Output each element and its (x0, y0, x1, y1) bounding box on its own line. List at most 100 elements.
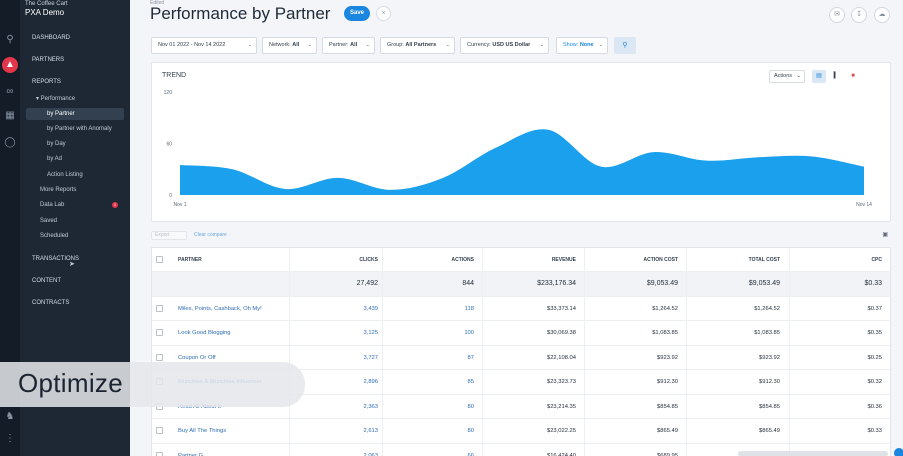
stacked-bar-icon[interactable]: ■ (851, 73, 855, 79)
edited-eyebrow: Edited (150, 0, 165, 6)
show-filter[interactable]: Show: None ⌄ (556, 37, 608, 54)
network-filter[interactable]: Network: All ⌄ (262, 37, 317, 54)
nav-by-day[interactable]: by Day (47, 141, 66, 147)
actions-label: Actions (774, 73, 793, 79)
account-name[interactable]: PXA Demo (25, 8, 65, 17)
trend-card: TREND Actions ⌄ ▤ ▍ ■ 0 60 120 Nov 1 Nov 14 (151, 62, 891, 222)
col-cpc[interactable]: CPC (871, 257, 882, 263)
cell-partner[interactable]: Buy All The Things (178, 428, 227, 434)
export-button[interactable]: Export (151, 231, 187, 240)
close-button[interactable]: × (376, 6, 391, 21)
cell-partner[interactable]: Partner G (178, 452, 204, 456)
cell-clicks[interactable]: 2,063 (363, 452, 378, 456)
currency-filter[interactable]: Currency: USD US Dollar ⌄ (460, 37, 549, 54)
cell-actions[interactable]: 87 (467, 354, 474, 361)
search-icon[interactable]: ⚲ (6, 34, 14, 45)
mail-icon[interactable]: ✉ (829, 7, 845, 23)
total-total-cost: $9,053.49 (748, 280, 780, 287)
cell-cpc: $0.25 (867, 354, 882, 361)
nav-by-partner-anomaly[interactable]: by Partner with Anomaly (47, 126, 112, 132)
row-checkbox[interactable] (156, 329, 163, 336)
nav-data-lab[interactable]: Data Lab 1 (20, 202, 130, 208)
download-icon[interactable]: ↧ (851, 7, 867, 23)
cell-actions[interactable]: 85 (467, 379, 474, 385)
col-action-cost[interactable]: ACTION COST (643, 257, 678, 263)
clear-compare-link[interactable]: Clear compare (194, 232, 227, 238)
table-body: 27,492 844 $233,176.34 $9,053.49 $9,053.49 $0… (152, 272, 890, 456)
caption-overlay (0, 362, 305, 407)
cell-revenue: $33,373.14 (546, 305, 576, 312)
group-filter-label: Group: (387, 42, 404, 48)
nav-content[interactable]: CONTENT (32, 278, 61, 284)
cell-actions[interactable]: 66 (467, 452, 474, 456)
cell-partner[interactable]: Coupon Or Off (178, 354, 216, 361)
bar-chart-icon[interactable]: ▍ (833, 73, 839, 79)
nav-partners[interactable]: PARTNERS (32, 57, 65, 63)
nav-transactions[interactable]: TRANSACTIONS (32, 256, 80, 262)
cell-clicks[interactable]: 2,363 (363, 403, 378, 410)
cell-partner[interactable]: Look Good Blogging (178, 330, 231, 336)
nav-performance[interactable]: ▾ Performance (36, 96, 76, 102)
group-filter[interactable]: Group: All Partners ⌄ (380, 37, 455, 54)
row-checkbox[interactable] (156, 304, 163, 312)
grid-icon[interactable]: ▦ (5, 110, 15, 121)
cell-actions[interactable]: 118 (464, 305, 474, 312)
total-clicks: 27,492 (356, 280, 378, 287)
y-tick-label: 60 (166, 142, 172, 148)
cell-actions[interactable]: 100 (464, 330, 474, 336)
row-checkbox[interactable] (156, 451, 163, 456)
more-icon[interactable]: ⋮ (5, 433, 15, 444)
nav-action-listing[interactable]: Action Listing (47, 172, 83, 178)
bell-icon[interactable]: ♞ (5, 411, 15, 422)
select-all-checkbox[interactable] (156, 256, 163, 263)
cell-revenue: $22,108.04 (546, 354, 576, 361)
total-action-cost: $9,053.49 (646, 280, 678, 287)
col-partner[interactable]: PARTNER (178, 257, 202, 263)
shield-icon[interactable]: ◯ (4, 137, 16, 148)
cell-actions[interactable]: 80 (467, 403, 474, 410)
cell-action-cost: $865.49 (657, 428, 678, 434)
total-cpc: $0.33 (864, 280, 882, 287)
cell-clicks[interactable]: 3,439 (363, 305, 378, 312)
nav-more-reports[interactable]: More Reports (40, 187, 77, 193)
table-toolbar: Export Clear compare ▣ (151, 231, 891, 241)
link-icon[interactable]: ∞ (6, 86, 14, 97)
app-logo-icon[interactable]: ▲ (2, 57, 18, 73)
calendar-icon[interactable]: ▣ (882, 232, 888, 238)
nav-by-partner[interactable]: by Partner (26, 108, 124, 120)
nav-saved[interactable]: Saved (40, 218, 58, 224)
cell-clicks[interactable]: 3,125 (363, 330, 378, 336)
cell-actions[interactable]: 80 (467, 428, 474, 434)
cell-clicks[interactable]: 2,613 (363, 428, 378, 434)
date-range-filter[interactable]: Nov 01 2022 - Nov 14 2022 ⌄ (151, 37, 257, 54)
cell-action-cost: $1,083.85 (652, 330, 678, 336)
cell-partner[interactable]: Miles, Points, Cashback, Oh My! (178, 305, 262, 312)
nav-scheduled[interactable]: Scheduled (40, 233, 69, 239)
chat-button[interactable] (894, 448, 903, 456)
col-total-cost[interactable]: TOTAL COST (748, 257, 780, 263)
cell-revenue: $16,424.40 (546, 452, 576, 456)
save-button[interactable]: Save (344, 6, 370, 21)
col-clicks[interactable]: CLICKS (359, 257, 378, 263)
cloud-download-icon[interactable]: ☁ (874, 7, 890, 23)
nav-contracts[interactable]: CONTRACTS (32, 300, 70, 306)
col-revenue[interactable]: REVENUE (551, 257, 576, 263)
cell-clicks[interactable]: 2,896 (363, 379, 378, 385)
nav-by-ad[interactable]: by Ad (47, 156, 63, 162)
row-checkbox[interactable] (156, 427, 163, 434)
trend-chart: 0 60 120 Nov 1 Nov 14 (164, 90, 872, 208)
row-checkbox[interactable] (156, 353, 163, 361)
col-actions[interactable]: ACTIONS (451, 257, 475, 263)
actions-dropdown[interactable]: Actions ⌄ (769, 70, 805, 83)
cell-clicks[interactable]: 3,727 (363, 354, 378, 361)
chat-bar[interactable] (738, 451, 888, 456)
nav-dashboard[interactable]: DASHBOARD (32, 35, 71, 41)
table-row: Coupon Or Off 3,727 87 $22,108.04 $923.92 $92… (152, 346, 890, 370)
currency-filter-label: Currency: (467, 42, 491, 48)
partner-filter[interactable]: Partner: All ⌄ (322, 37, 375, 54)
area-chart-icon[interactable]: ▤ (812, 70, 826, 83)
search-button[interactable]: ⚲ (614, 37, 636, 54)
performance-table: PARTNER CLICKS ACTIONS REVENUE ACTION CO… (151, 247, 891, 456)
cell-action-cost: $912.30 (657, 379, 678, 385)
nav-reports[interactable]: REPORTS (32, 79, 61, 85)
